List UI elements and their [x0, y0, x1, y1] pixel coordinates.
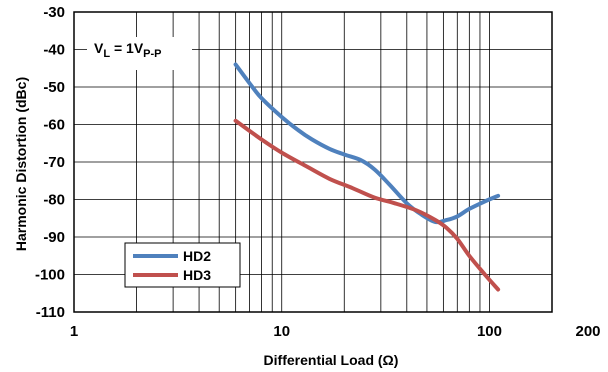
x-tick-label: 200: [575, 323, 600, 340]
y-tick-label: -40: [43, 42, 65, 59]
annotation-sub-l: L: [103, 48, 110, 60]
plot-frame: [73, 11, 553, 313]
x-tick-label: 10: [273, 323, 290, 340]
y-tick-label: -80: [43, 192, 65, 209]
y-tick-labels: -30 -40 -50 -60 -70 -80 -90 -100 -110: [35, 4, 65, 321]
x-tick-labels: 1 10 100 200: [70, 323, 601, 340]
legend-box: [124, 242, 241, 288]
voltage-annotation: VL = 1VP-P: [87, 37, 192, 70]
y-tick-label: -60: [43, 117, 65, 134]
y-axis-title: Harmonic Distortion (dBc): [13, 77, 29, 251]
y-tick-label: -100: [35, 267, 65, 284]
x-tick-label: 100: [477, 323, 502, 340]
voltage-annotation-text: VL = 1VP-P: [94, 40, 162, 60]
legend: HD2 HD3: [124, 242, 241, 288]
y-tick-label: -50: [43, 79, 65, 96]
series-line-hd3: [233, 118, 501, 292]
annotation-value: = 1V: [110, 40, 144, 56]
y-tick-label: -110: [36, 304, 65, 321]
y-tick-label: -70: [43, 154, 65, 171]
annotation-sub-pp: P-P: [143, 48, 161, 60]
legend-label-hd2: HD2: [183, 248, 211, 264]
annotation-v: V: [94, 40, 104, 56]
x-tick-label: 1: [70, 323, 78, 340]
x-axis-title: Differential Load (Ω): [264, 352, 399, 368]
y-tick-label: -90: [43, 229, 65, 246]
series-lines: [233, 62, 501, 292]
legend-label-hd3: HD3: [183, 267, 211, 283]
y-tick-label: -30: [43, 4, 65, 21]
annotation-background: [87, 37, 192, 70]
grid: [74, 12, 552, 312]
series-line-hd2: [233, 62, 501, 225]
